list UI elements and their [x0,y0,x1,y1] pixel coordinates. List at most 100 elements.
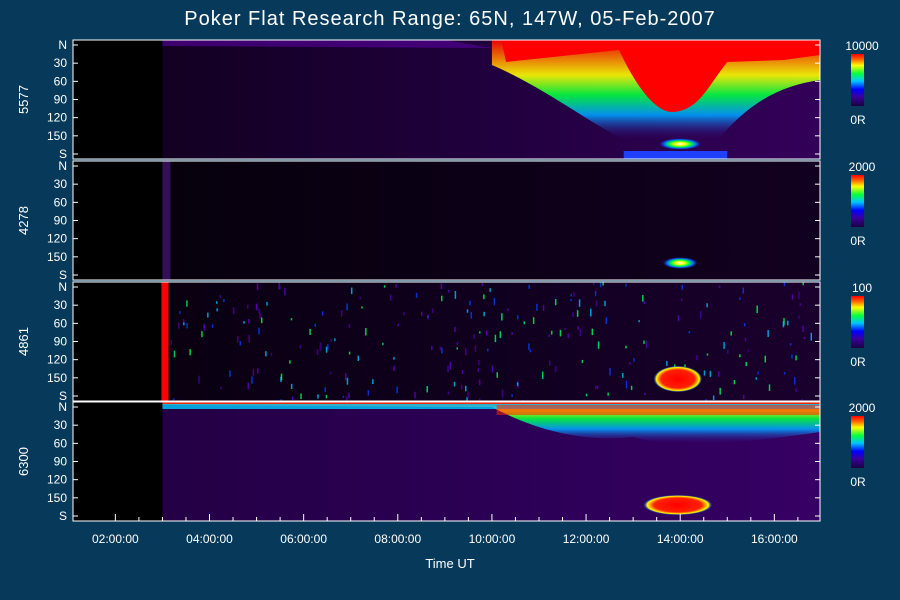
noise-speck [494,334,497,343]
noise-speck [330,339,333,342]
noise-speck [299,344,302,349]
noise-speck [768,384,771,391]
noise-speck [365,327,367,336]
noise-speck [266,301,268,306]
noise-speck [173,350,176,358]
noise-speck [201,331,203,338]
noise-speck [454,326,456,333]
noise-speck [739,354,741,358]
noise-speck [581,359,584,364]
noise-speck [633,358,635,362]
noise-speck [344,373,347,381]
noise-speck [709,370,712,378]
noise-speck [396,386,398,394]
emission-band [162,161,171,280]
noise-speck [630,385,633,390]
panel-frame [72,401,821,522]
noise-speck [798,315,800,319]
noise-speck [483,294,485,300]
noise-speck [803,336,806,340]
noise-speck [723,342,725,349]
noise-speck [590,308,592,317]
y-tick-label: 90 [54,455,68,469]
noise-speck [607,392,609,396]
colorbar-min-label: 0R [850,234,866,248]
noise-speck [529,349,532,353]
noise-speck [579,329,581,337]
noise-speck [483,311,485,317]
noise-speck [570,298,572,302]
y-tick-label: S [59,509,67,523]
panel-frame [72,281,821,402]
noise-speck [259,312,261,319]
noise-speck [431,308,434,313]
y-tick-label: S [59,268,67,282]
colorbar-min-label: 0R [850,475,866,489]
noise-speck [247,318,250,324]
noise-speck [469,300,471,306]
noise-speck [350,287,353,295]
x-tick-label: 08:00:00 [374,532,421,546]
noise-speck [602,282,604,286]
y-tick-label: 90 [54,214,68,228]
auroral-spot [658,138,703,150]
noise-speck [346,377,349,385]
noise-speck [680,298,683,302]
colorbar-6300 [851,416,864,468]
noise-speck [485,330,488,336]
chart-title: Poker Flat Research Range: 65N, 147W, 05… [184,8,716,30]
y-tick-label: 30 [54,177,68,191]
noise-speck [265,351,267,357]
noise-speck [292,396,294,401]
noise-speck [478,360,480,366]
noise-speck [211,324,214,328]
noise-speck [439,346,442,350]
y-tick-label: 120 [47,353,67,367]
noise-speck [346,303,348,311]
noise-speck [604,300,606,307]
noise-speck [415,292,418,298]
panel-label-5577: 5577 [16,85,31,114]
y-tick-label: 90 [54,93,68,107]
noise-speck [757,371,759,375]
noise-speck [321,311,324,316]
noise-speck [638,320,640,323]
y-tick-label: N [58,400,67,414]
y-tick-label: N [58,280,67,294]
colorbar-max-label: 10000 [845,39,879,53]
noise-speck [536,303,538,311]
noise-speck [742,394,745,400]
noise-speck [595,300,598,307]
noise-speck [629,362,631,365]
x-tick-label: 04:00:00 [186,532,233,546]
y-tick-label: 120 [47,473,67,487]
noise-speck [239,341,242,346]
colorbar-max-label: 2000 [849,401,876,415]
noise-speck [782,321,785,328]
noise-speck [491,365,494,373]
noise-speck [309,328,311,335]
noise-speck [179,311,181,314]
y-tick-label: 30 [54,418,68,432]
noise-speck [183,322,185,326]
emission-band [496,405,820,415]
noise-speck [516,315,519,320]
noise-speck [289,360,291,364]
noise-speck [507,308,509,312]
noise-speck [577,326,579,330]
emission-band [501,40,820,112]
noise-speck [594,291,597,297]
noise-speck [706,353,709,356]
emission-band [623,151,728,159]
noise-speck [348,323,351,328]
auroral-spot [662,257,699,269]
noise-speck [473,334,475,339]
noise-speck [625,283,627,287]
noise-speck [677,315,680,322]
noise-speck [300,393,302,400]
noise-speck [755,377,758,380]
noise-speck [345,396,348,401]
noise-speck [645,340,648,349]
noise-speck [470,311,473,319]
noise-speck [427,314,429,320]
